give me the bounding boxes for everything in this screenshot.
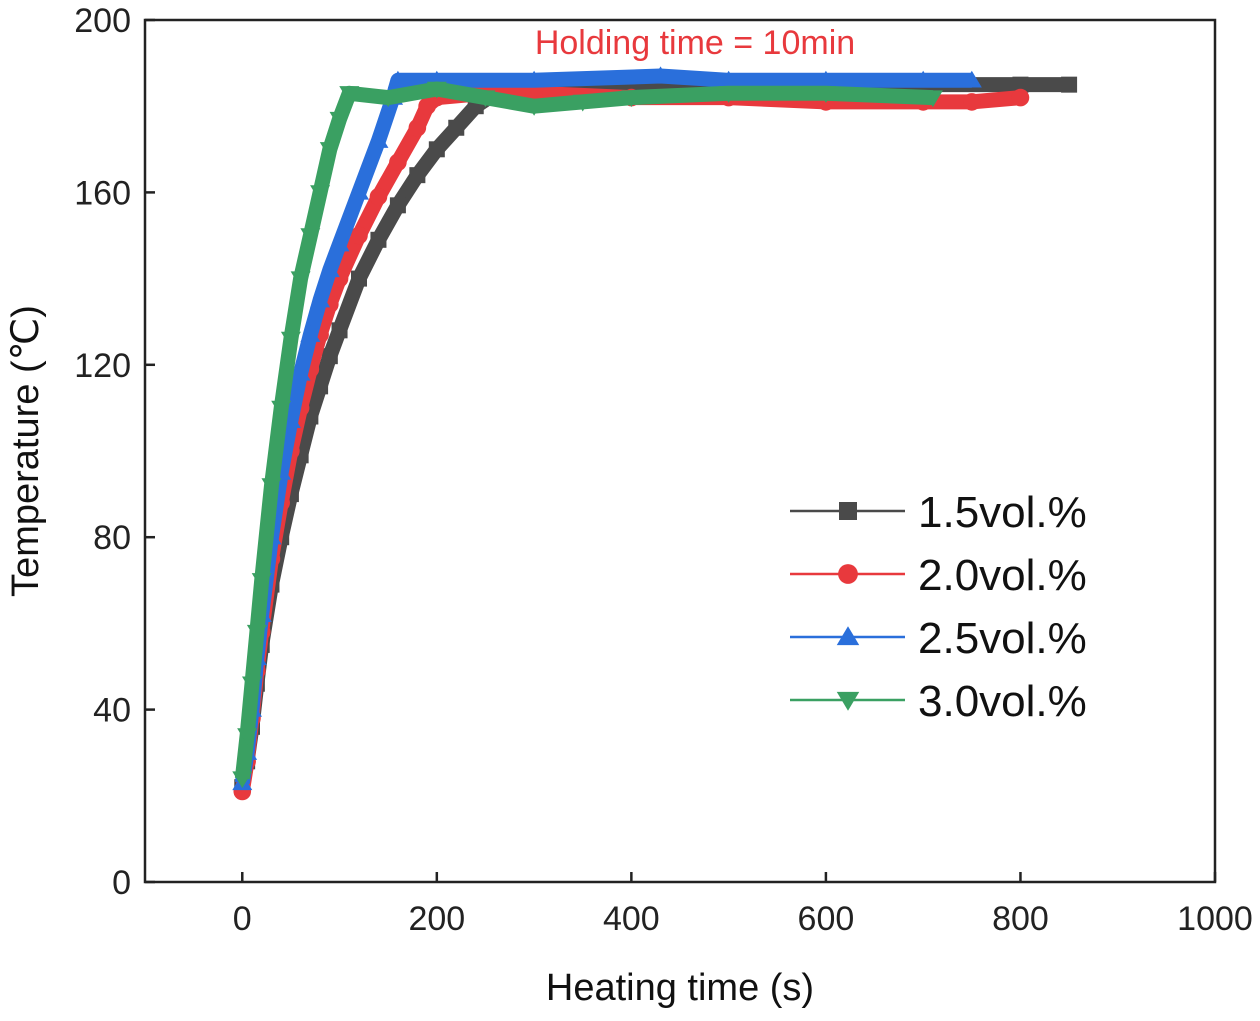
data-point: [389, 153, 407, 172]
data-point: [370, 231, 387, 248]
y-tick-label: 120: [74, 347, 131, 385]
data-point: [246, 624, 267, 642]
data-point: [572, 94, 593, 112]
data-point: [300, 228, 321, 246]
legend-item: 2.5vol.%: [790, 614, 1087, 663]
data-point: [525, 84, 543, 103]
data-point: [913, 70, 934, 88]
data-point: [524, 99, 545, 116]
data-point: [524, 70, 545, 88]
data-point: [426, 81, 447, 99]
data-point: [428, 141, 445, 158]
data-point: [349, 182, 369, 200]
data-point: [621, 90, 642, 108]
data-point: [378, 90, 399, 108]
legend-label: 3.0vol.%: [918, 677, 1087, 726]
legend-label: 2.5vol.%: [918, 614, 1087, 663]
legend-item: 2.0vol.%: [790, 551, 1087, 600]
data-point: [1012, 76, 1029, 93]
x-tick-label: 1000: [1177, 900, 1253, 938]
y-tick-label: 0: [112, 864, 131, 902]
data-point: [310, 185, 331, 202]
data-point: [718, 86, 739, 103]
legend-marker: [839, 502, 857, 520]
data-point: [815, 86, 836, 103]
data-point: [319, 260, 340, 278]
data-point: [448, 119, 465, 136]
series-layer: [232, 66, 1078, 801]
data-point: [312, 378, 329, 395]
legend-marker: [836, 691, 860, 711]
data-point: [387, 70, 408, 88]
series-line: [234, 81, 934, 780]
data-point: [368, 131, 389, 148]
data-point: [261, 478, 282, 496]
data-point: [922, 90, 943, 108]
data-point: [329, 111, 350, 129]
data-point: [251, 573, 272, 590]
data-point: [300, 325, 321, 342]
y-tick-label: 200: [74, 2, 131, 40]
data-point: [329, 234, 350, 252]
data-point: [1011, 88, 1030, 107]
series-line: [234, 68, 972, 785]
y-axis-title: Temperature (℃): [5, 305, 47, 597]
data-point: [650, 66, 671, 84]
data-point: [290, 271, 311, 289]
legend-marker: [836, 626, 860, 646]
data-point: [321, 348, 338, 365]
data-point: [331, 322, 348, 339]
x-tick-label: 200: [408, 900, 465, 938]
data-point: [271, 400, 292, 418]
legend-label: 1.5vol.%: [918, 488, 1087, 537]
legend: 1.5vol.% 2.0vol.% 2.5vol.% 3.0vol.%: [790, 488, 1087, 726]
x-tick-label: 800: [992, 900, 1049, 938]
data-point: [237, 728, 258, 746]
data-point: [408, 118, 427, 137]
data-point: [319, 142, 340, 159]
legend-item: 1.5vol.%: [790, 488, 1087, 537]
plot-frame: [143, 18, 1217, 884]
data-point: [475, 90, 496, 108]
series-2.5vol.%: [232, 66, 982, 791]
data-point: [389, 197, 406, 214]
data-point: [232, 771, 253, 789]
annotation-holding-time: Holding time = 10min: [535, 24, 855, 62]
data-point: [339, 86, 360, 103]
legend-label: 2.0vol.%: [918, 551, 1087, 600]
data-point: [961, 70, 982, 88]
x-tick-label: 400: [603, 900, 660, 938]
data-point: [350, 226, 368, 245]
legend-item: 3.0vol.%: [790, 677, 1087, 726]
data-point: [1061, 76, 1078, 93]
y-tick-label: 80: [93, 519, 131, 557]
y-axis: 0 40 80 120 160 200: [74, 2, 155, 902]
x-tick-label: 0: [233, 900, 252, 938]
data-point: [242, 676, 262, 694]
legend-marker: [838, 564, 858, 584]
data-point: [280, 331, 301, 349]
data-point: [815, 70, 836, 88]
x-axis-title: Heating time (s): [546, 967, 814, 1009]
x-axis: 0 200 400 600 800 1000: [233, 872, 1253, 938]
data-point: [310, 290, 331, 308]
data-point: [369, 187, 388, 206]
x-tick-label: 600: [798, 900, 855, 938]
y-tick-label: 160: [74, 174, 131, 212]
data-point: [718, 70, 739, 88]
y-tick-label: 40: [93, 692, 131, 730]
data-point: [963, 93, 981, 111]
series-3.0vol.%: [232, 81, 943, 789]
data-point: [409, 167, 426, 184]
data-point: [290, 363, 311, 381]
data-point: [351, 270, 367, 287]
